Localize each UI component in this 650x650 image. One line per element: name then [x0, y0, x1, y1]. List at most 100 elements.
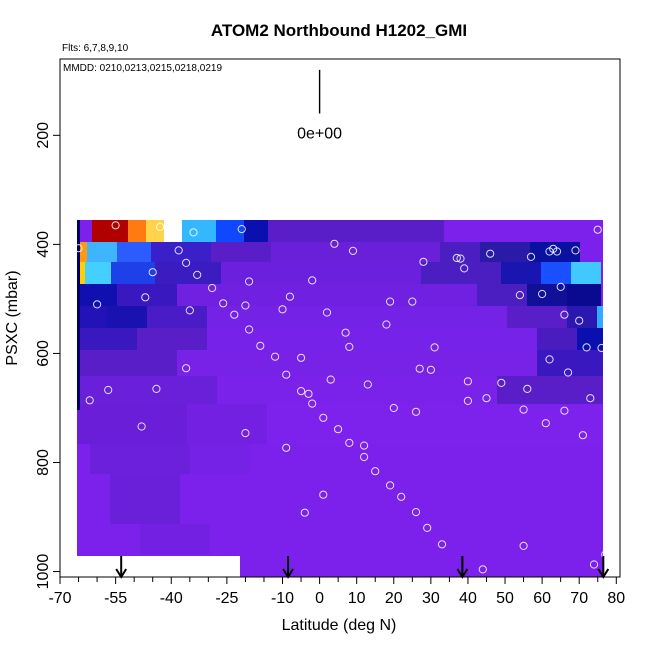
data-point — [371, 161, 380, 170]
data-point — [297, 387, 306, 396]
data-point — [386, 481, 395, 490]
data-point — [452, 253, 461, 263]
heatmap-cell — [501, 262, 541, 284]
data-point — [245, 277, 254, 286]
data-point — [219, 299, 228, 308]
x-tick-label: -40 — [160, 590, 183, 607]
data-point — [552, 247, 562, 256]
heatmap-cell — [117, 242, 151, 262]
tropopause-arrows — [115, 556, 610, 579]
heatmap-cell — [92, 220, 128, 242]
heatmap-cell — [77, 404, 187, 444]
data-point — [460, 264, 469, 273]
heatmap-cell — [577, 328, 603, 350]
data-point — [586, 394, 595, 403]
heatmap-cell — [111, 262, 155, 284]
heatmap-cell — [541, 262, 571, 284]
data-point — [63, 139, 72, 148]
data-point — [104, 385, 113, 395]
data-point — [526, 252, 536, 261]
heatmap-cell — [85, 262, 111, 284]
data-point — [196, 158, 205, 167]
y-axis-label: PSXC (mbar) — [4, 270, 21, 365]
data-point — [337, 172, 346, 181]
data-point — [371, 467, 380, 476]
data-point — [445, 207, 454, 216]
data-point — [278, 305, 287, 314]
heatmap-cell — [177, 350, 537, 376]
data-point — [126, 199, 135, 209]
data-point — [282, 443, 291, 452]
heatmap-cell — [221, 262, 421, 284]
x-tick-label: 80 — [607, 590, 625, 607]
data-point — [519, 405, 528, 414]
x-axis-label: Latitude (deg N) — [282, 617, 397, 634]
data-point — [267, 129, 276, 138]
heatmap-cell — [147, 306, 207, 328]
data-point — [471, 208, 480, 217]
data-point — [137, 422, 146, 431]
heatmap-cell — [77, 284, 117, 306]
y-tick-label: 400 — [35, 231, 52, 258]
data-point — [523, 384, 532, 393]
data-point — [400, 211, 409, 220]
profile-points — [63, 129, 620, 574]
tropopause-arrow-head — [597, 568, 610, 579]
heatmap-cell — [146, 220, 164, 242]
data-point — [360, 452, 369, 462]
y-tick-label: 800 — [35, 449, 52, 476]
data-point — [111, 221, 120, 230]
x-tick-label: 30 — [422, 590, 440, 607]
data-point — [515, 291, 525, 300]
data-point — [589, 560, 599, 569]
data-point — [604, 318, 614, 327]
data-point — [241, 429, 250, 438]
heatmap-cell — [244, 220, 268, 242]
y-axis: 200 400 600 800 1000 — [35, 122, 60, 589]
heatmap-edge-cell — [77, 220, 80, 410]
heatmap-cell — [477, 284, 527, 306]
data-point — [519, 541, 528, 551]
data-point — [434, 203, 443, 212]
data-point — [148, 268, 157, 277]
x-tick-label: 50 — [496, 590, 514, 607]
x-tick-label: -70 — [48, 590, 71, 607]
x-tick-label: -25 — [215, 590, 238, 607]
data-point — [575, 316, 584, 325]
x-tick-label: 10 — [348, 590, 366, 607]
data-point — [497, 378, 506, 387]
data-point — [156, 222, 165, 231]
heatmap-cell — [155, 262, 221, 284]
data-point — [308, 276, 317, 285]
data-point — [256, 138, 265, 147]
data-point — [311, 168, 320, 177]
data-point — [93, 300, 102, 309]
heatmap-cells — [77, 220, 603, 554]
data-point — [382, 320, 391, 329]
data-point — [189, 228, 198, 237]
data-point — [130, 177, 139, 186]
data-point — [141, 210, 150, 219]
data-point — [367, 179, 376, 188]
heatmap-cell — [77, 350, 177, 376]
data-point — [141, 293, 150, 302]
data-point — [115, 178, 124, 187]
heatmap-cell — [107, 306, 147, 328]
heatmap-cell — [267, 404, 603, 444]
data-point — [345, 342, 354, 351]
data-point — [348, 246, 358, 255]
data-point — [152, 384, 161, 393]
data-point — [441, 137, 450, 146]
data-point — [393, 137, 402, 146]
data-point — [612, 552, 620, 561]
data-point — [411, 507, 421, 517]
data-point — [334, 425, 343, 434]
data-point — [530, 209, 539, 218]
data-point — [233, 157, 243, 166]
heatmap-cell — [77, 328, 137, 350]
data-point — [597, 343, 606, 353]
data-point — [285, 292, 294, 301]
data-point — [341, 328, 350, 337]
heatmap-cell — [77, 262, 85, 284]
